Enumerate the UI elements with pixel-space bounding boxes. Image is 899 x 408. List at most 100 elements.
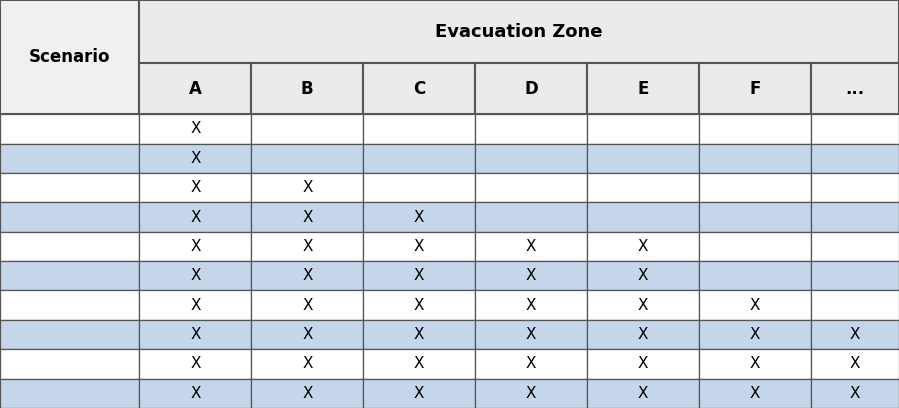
- Bar: [811, 379, 899, 408]
- Bar: [252, 114, 363, 144]
- Text: X: X: [526, 386, 537, 401]
- Bar: [811, 320, 899, 349]
- Text: X: X: [414, 386, 424, 401]
- Text: X: X: [191, 239, 200, 254]
- Bar: [363, 261, 476, 290]
- Bar: [476, 63, 587, 114]
- Text: E: E: [637, 80, 649, 98]
- Bar: [811, 290, 899, 320]
- Text: X: X: [302, 268, 313, 283]
- Bar: [139, 114, 252, 144]
- Bar: [811, 261, 899, 290]
- Bar: [252, 144, 363, 173]
- Text: X: X: [414, 268, 424, 283]
- Bar: [476, 290, 587, 320]
- Bar: [252, 379, 363, 408]
- Bar: [363, 202, 476, 232]
- Bar: [363, 320, 476, 349]
- Bar: [363, 173, 476, 202]
- Text: X: X: [526, 327, 537, 342]
- Bar: [0, 114, 139, 144]
- Bar: [699, 290, 811, 320]
- Bar: [811, 202, 899, 232]
- Bar: [363, 232, 476, 261]
- Bar: [0, 261, 139, 290]
- Bar: [139, 144, 252, 173]
- Text: X: X: [302, 298, 313, 313]
- Bar: [587, 202, 699, 232]
- Text: X: X: [750, 386, 761, 401]
- Text: X: X: [191, 180, 200, 195]
- Text: X: X: [637, 298, 648, 313]
- Bar: [252, 173, 363, 202]
- Text: X: X: [850, 386, 860, 401]
- Text: X: X: [414, 298, 424, 313]
- Bar: [811, 63, 899, 114]
- Text: X: X: [526, 239, 537, 254]
- Bar: [139, 290, 252, 320]
- Text: X: X: [526, 357, 537, 371]
- Bar: [699, 261, 811, 290]
- Bar: [252, 232, 363, 261]
- Bar: [139, 63, 252, 114]
- Bar: [587, 144, 699, 173]
- Bar: [587, 320, 699, 349]
- Text: X: X: [637, 327, 648, 342]
- Bar: [699, 173, 811, 202]
- Bar: [699, 379, 811, 408]
- Bar: [811, 144, 899, 173]
- Bar: [363, 114, 476, 144]
- Text: X: X: [850, 327, 860, 342]
- Bar: [139, 173, 252, 202]
- Bar: [0, 0, 139, 114]
- Bar: [587, 261, 699, 290]
- Bar: [0, 173, 139, 202]
- Bar: [0, 379, 139, 408]
- Text: X: X: [191, 327, 200, 342]
- Text: X: X: [302, 386, 313, 401]
- Bar: [699, 63, 811, 114]
- Bar: [139, 0, 899, 63]
- Text: X: X: [414, 327, 424, 342]
- Bar: [476, 232, 587, 261]
- Bar: [139, 320, 252, 349]
- Bar: [476, 349, 587, 379]
- Bar: [0, 290, 139, 320]
- Text: F: F: [749, 80, 761, 98]
- Text: D: D: [524, 80, 538, 98]
- Bar: [139, 232, 252, 261]
- Text: X: X: [302, 210, 313, 224]
- Text: X: X: [637, 357, 648, 371]
- Bar: [699, 114, 811, 144]
- Bar: [699, 320, 811, 349]
- Bar: [139, 261, 252, 290]
- Text: X: X: [191, 268, 200, 283]
- Text: X: X: [526, 268, 537, 283]
- Bar: [476, 114, 587, 144]
- Bar: [252, 261, 363, 290]
- Text: X: X: [191, 210, 200, 224]
- Bar: [139, 349, 252, 379]
- Bar: [587, 114, 699, 144]
- Text: X: X: [302, 357, 313, 371]
- Bar: [0, 232, 139, 261]
- Bar: [252, 202, 363, 232]
- Bar: [811, 349, 899, 379]
- Bar: [252, 349, 363, 379]
- Text: X: X: [750, 357, 761, 371]
- Bar: [811, 232, 899, 261]
- Bar: [363, 379, 476, 408]
- Bar: [587, 63, 699, 114]
- Bar: [0, 202, 139, 232]
- Bar: [587, 232, 699, 261]
- Bar: [476, 261, 587, 290]
- Bar: [811, 114, 899, 144]
- Bar: [0, 144, 139, 173]
- Bar: [363, 63, 476, 114]
- Bar: [699, 349, 811, 379]
- Text: X: X: [414, 357, 424, 371]
- Text: X: X: [302, 180, 313, 195]
- Text: B: B: [301, 80, 314, 98]
- Bar: [363, 144, 476, 173]
- Bar: [476, 202, 587, 232]
